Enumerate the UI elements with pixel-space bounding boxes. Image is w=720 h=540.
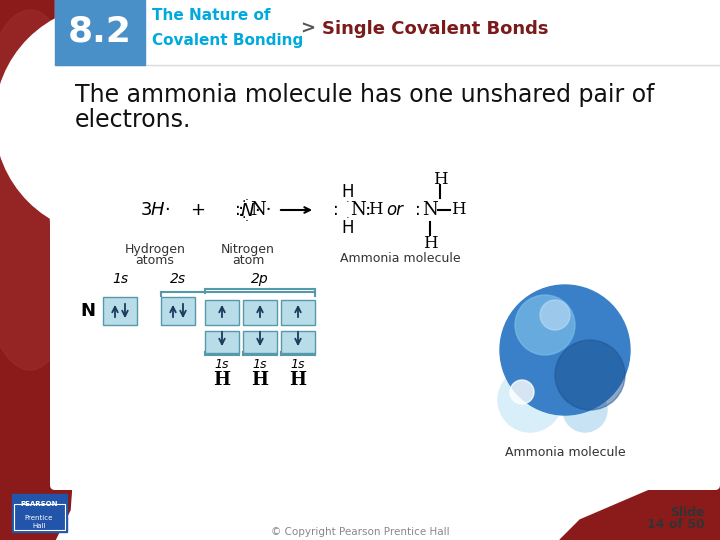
Text: ·: · [346,213,350,223]
Text: 2p: 2p [251,272,269,286]
Text: ·: · [346,197,350,207]
Bar [14,504,65,530]
Text: H: H [214,371,230,389]
Bar [243,331,277,353]
Text: ·: · [242,211,246,225]
Text: Nitrogen: Nitrogen [221,244,275,256]
Text: N: N [422,201,438,219]
Circle shape [510,380,534,404]
Text: +: + [191,201,205,219]
Ellipse shape [0,5,225,235]
FancyBboxPatch shape [50,50,720,490]
Text: ·: · [242,195,246,209]
Bar [103,297,137,325]
Text: Ammonia molecule: Ammonia molecule [505,447,625,460]
Polygon shape [560,460,720,540]
Text: Slide: Slide [670,505,705,518]
Text: 2s: 2s [170,272,186,286]
Text: The Nature of: The Nature of [152,9,271,24]
Text: 8.2: 8.2 [68,15,132,49]
Text: >: > [300,20,315,38]
Text: Hall: Hall [32,523,46,529]
Text: 1s: 1s [215,359,229,372]
Text: H: H [342,183,354,201]
Text: The ammonia molecule has one unshared pair of: The ammonia molecule has one unshared pa… [75,83,654,107]
Text: $3H{\cdot}$: $3H{\cdot}$ [140,201,170,219]
Text: Prentice: Prentice [24,515,53,521]
Bar [205,331,239,353]
Bar [243,300,277,325]
Text: :: : [415,201,421,219]
Text: Hydrogen: Hydrogen [125,244,186,256]
Polygon shape [0,0,75,540]
Text: 1s: 1s [291,359,305,372]
Bar [55,0,720,65]
Bar [205,300,239,325]
Text: :: : [235,201,241,219]
Text: atom: atom [232,253,264,267]
Text: H: H [433,172,447,188]
Text: 1s: 1s [253,359,267,372]
Text: © Copyright Pearson Prentice Hall: © Copyright Pearson Prentice Hall [271,527,449,537]
Bar [281,300,315,325]
Bar [12,494,67,532]
Text: Ammonia molecule: Ammonia molecule [340,252,460,265]
Text: 1s: 1s [112,272,128,286]
Bar [55,0,145,65]
Bar [145,0,720,65]
Circle shape [498,368,562,432]
Text: H: H [251,371,269,389]
Text: Single Covalent Bonds: Single Covalent Bonds [322,20,549,38]
Circle shape [500,285,630,415]
Text: N: N [81,302,96,320]
Ellipse shape [0,10,90,370]
Text: electrons.: electrons. [75,108,192,132]
Text: Covalent Bonding: Covalent Bonding [152,32,303,48]
Text: PEARSON: PEARSON [20,501,58,507]
Text: or: or [387,201,403,219]
Text: :: : [333,201,339,219]
Circle shape [555,340,625,410]
Circle shape [515,295,575,355]
Circle shape [563,388,607,432]
Text: 14 of 50: 14 of 50 [647,518,705,531]
Circle shape [540,300,570,330]
Text: atoms: atoms [135,253,174,267]
Text: H: H [289,371,307,389]
Text: N·: N· [250,201,271,219]
Bar [281,331,315,353]
Text: H: H [368,201,382,219]
Text: $\colon\!\overset{\boldsymbol{.}}{\underset{\boldsymbol{.}}{N}}\!\cdot$: $\colon\!\overset{\boldsymbol{.}}{\under… [237,196,259,224]
Bar [161,297,195,325]
Text: H: H [342,219,354,237]
Text: H: H [451,201,465,219]
Text: N:: N: [350,201,372,219]
Text: H: H [423,234,437,252]
